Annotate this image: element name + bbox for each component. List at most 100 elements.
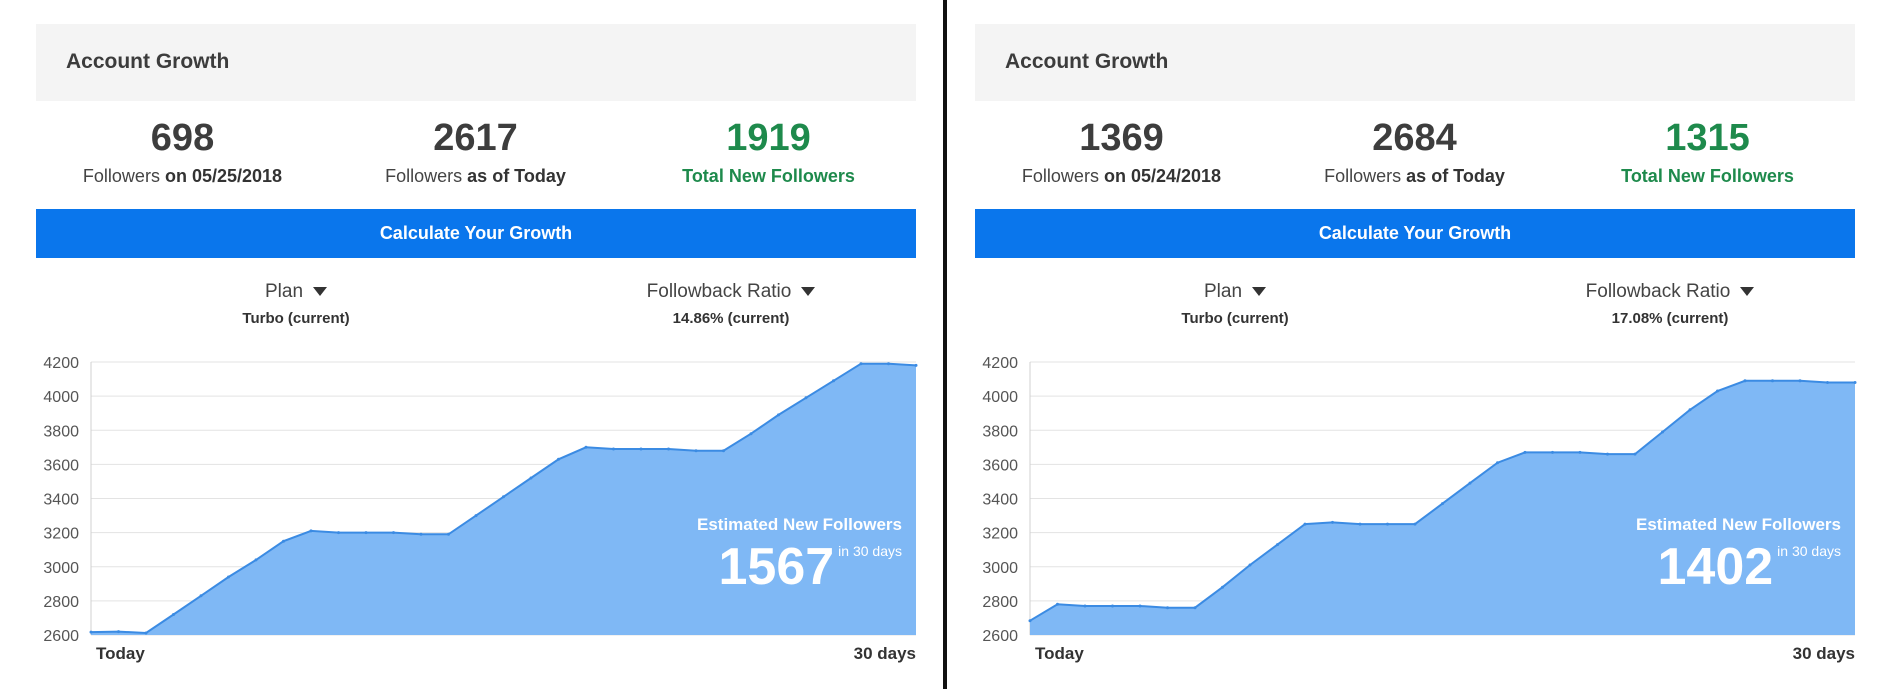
data-point	[1303, 522, 1307, 526]
data-point	[282, 539, 285, 543]
stat-label-bold: as of Today	[1406, 166, 1505, 186]
data-point	[227, 575, 230, 579]
data-point	[1716, 389, 1719, 393]
data-point	[1798, 379, 1802, 383]
data-point	[117, 630, 120, 634]
calculate-growth-button[interactable]: Calculate Your Growth	[975, 209, 1855, 258]
y-tick-label: 3400	[43, 492, 79, 509]
calculate-growth-button[interactable]: Calculate Your Growth	[36, 209, 916, 258]
y-tick-label: 3400	[982, 492, 1018, 509]
data-point	[254, 558, 258, 562]
data-point	[914, 363, 918, 367]
stat-label-bold: on 05/25/2018	[164, 166, 283, 186]
y-tick-label: 3200	[982, 526, 1018, 543]
plan-dropdown[interactable]: Plan	[146, 281, 446, 303]
data-point	[749, 432, 753, 436]
data-point	[1771, 379, 1774, 383]
y-tick-label: 3600	[982, 457, 1018, 474]
followback-ratio-dropdown[interactable]: Followback Ratio	[1520, 281, 1820, 303]
followback-ratio-dropdown[interactable]: Followback Ratio	[581, 281, 881, 303]
caret-down-icon[interactable]	[313, 287, 328, 297]
panel-header: Account Growth	[36, 24, 916, 101]
data-point	[612, 447, 615, 451]
followback-ratio-label: Followback Ratio	[1585, 281, 1731, 302]
y-tick-label: 4200	[43, 355, 79, 372]
data-point	[887, 362, 890, 366]
estimate-unit: in 30 days	[1777, 543, 1841, 559]
estimate-title: Estimated New Followers	[697, 515, 902, 534]
data-point	[1221, 585, 1224, 589]
data-point	[502, 495, 505, 499]
growth-chart: 2600 2800 3000 3200 3400 3600 3800 4000 4200	[43, 355, 918, 645]
plan-selector[interactable]: Plan Turbo (current)	[146, 281, 446, 327]
growth-chart: 2600 2800 3000 3200 3400 3600 3800 4000 4200	[982, 355, 1857, 645]
caret-down-icon[interactable]	[801, 287, 816, 297]
estimate-title: Estimated New Followers	[1636, 515, 1841, 534]
account-growth-panel-right: Account Growth 1369 Followers on 05/24/2…	[975, 0, 1857, 689]
stat-label-bold: as of Today	[467, 166, 566, 186]
panel-title: Account Growth	[1005, 50, 1169, 73]
data-point	[309, 529, 313, 533]
stats-row: 698 Followers on 05/25/2018 2617 Followe…	[36, 116, 916, 196]
stat-start-followers: 1369 Followers on 05/24/2018	[975, 116, 1268, 187]
stat-label: Total New Followers	[682, 166, 855, 186]
followback-ratio-label: Followback Ratio	[646, 281, 792, 302]
stat-label: Followers on 05/25/2018	[36, 166, 329, 187]
data-point	[557, 457, 560, 461]
data-point	[199, 594, 203, 598]
plan-value: Turbo (current)	[1181, 310, 1289, 327]
data-point	[832, 379, 835, 383]
stat-label-bold: on 05/24/2018	[1103, 166, 1222, 186]
estimate-row: 1402 in 30 days	[1636, 539, 1841, 595]
y-tick-label: 3800	[982, 423, 1018, 440]
data-point	[1743, 379, 1747, 383]
stat-value: 698	[150, 117, 215, 159]
data-point	[1111, 604, 1114, 608]
stat-label: Followers as of Today	[329, 166, 622, 187]
data-point	[667, 447, 670, 451]
data-point	[419, 532, 423, 536]
data-point	[1166, 606, 1169, 610]
caret-down-icon[interactable]	[1252, 287, 1267, 297]
data-point	[1551, 450, 1554, 454]
data-point	[1413, 522, 1417, 526]
panel-title: Account Growth	[66, 50, 230, 73]
y-tick-label: 2800	[43, 594, 79, 611]
data-point	[777, 413, 780, 417]
estimated-new-followers: Estimated New Followers 1402 in 30 days	[1636, 515, 1841, 595]
y-tick-label: 2600	[982, 628, 1018, 645]
stat-label-prefix: Followers	[82, 166, 160, 186]
data-point	[529, 476, 533, 480]
y-tick-label: 4200	[982, 355, 1018, 372]
y-tick-label: 3000	[43, 560, 79, 577]
plan-dropdown[interactable]: Plan	[1085, 281, 1385, 303]
data-point	[1248, 563, 1252, 567]
stat-label-prefix: Followers	[1324, 166, 1402, 186]
data-point	[1826, 381, 1829, 384]
stat-today-followers: 2684 Followers as of Today	[1268, 116, 1561, 187]
data-point	[1083, 604, 1087, 608]
estimate-unit: in 30 days	[838, 543, 902, 559]
data-point	[1606, 452, 1609, 456]
plan-selector[interactable]: Plan Turbo (current)	[1085, 281, 1385, 327]
data-point	[447, 532, 450, 536]
y-tick-label: 2800	[982, 594, 1018, 611]
stat-today-followers: 2617 Followers as of Today	[329, 116, 622, 187]
stat-total-new-followers: 1315 Total New Followers	[1561, 116, 1854, 187]
caret-down-icon[interactable]	[1740, 287, 1755, 297]
data-point	[722, 449, 725, 453]
data-point	[1578, 450, 1582, 454]
estimate-row: 1567 in 30 days	[697, 539, 902, 595]
panel-divider	[943, 0, 947, 689]
y-tick-label: 3200	[43, 526, 79, 543]
account-growth-panel-left: Account Growth 698 Followers on 05/25/20…	[36, 0, 918, 689]
y-tick-label: 3000	[982, 560, 1018, 577]
data-point	[1853, 381, 1857, 384]
estimate-value: 1402	[1657, 538, 1774, 596]
followback-ratio-selector[interactable]: Followback Ratio 17.08% (current)	[1520, 281, 1820, 327]
followback-ratio-selector[interactable]: Followback Ratio 14.86% (current)	[581, 281, 881, 327]
stat-value: 2684	[1372, 117, 1457, 159]
data-point	[1331, 520, 1334, 524]
plan-label: Plan	[264, 281, 304, 302]
estimate-value: 1567	[718, 538, 835, 596]
